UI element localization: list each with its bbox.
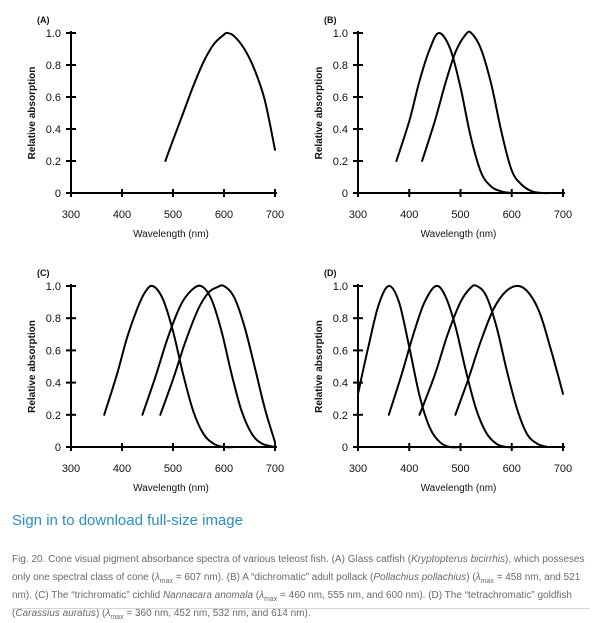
y-tick-label: 0.4: [333, 124, 348, 136]
x-tick-label: 500: [451, 209, 469, 221]
y-tick-label: 0: [55, 188, 61, 200]
figure-caption: Fig. 20. Cone visual pigment absorbance …: [12, 554, 585, 621]
y-tick-label: 0.8: [333, 313, 348, 325]
spectrum-curve-521: [421, 30, 554, 195]
y-tick-label: 0.6: [333, 92, 348, 104]
y-tick-label: 0.2: [46, 410, 61, 422]
x-tick-label: 600: [215, 463, 233, 475]
x-tick-label: 600: [215, 209, 233, 221]
y-tick-label: 1.0: [333, 281, 348, 293]
x-tick-label: 400: [400, 463, 418, 475]
y-tick-label: 0: [342, 442, 348, 454]
x-tick-label: 600: [503, 209, 521, 221]
spectrum-curve-614: [454, 284, 564, 416]
y-axis-title: Relative absorption: [314, 320, 325, 413]
x-tick-label: 300: [62, 209, 80, 221]
y-tick-label: 0.4: [46, 378, 61, 390]
x-axis-title: Wavelength (nm): [133, 229, 209, 240]
x-tick-label: 700: [266, 463, 284, 475]
x-tick-label: 400: [113, 463, 131, 475]
x-tick-label: 500: [164, 209, 182, 221]
x-tick-label: 600: [503, 463, 521, 475]
y-tick-label: 0.2: [46, 156, 61, 168]
y-tick-label: 0: [342, 188, 348, 200]
x-tick-label: 500: [164, 463, 182, 475]
divider: [12, 608, 590, 609]
x-axis-title: Wavelength (nm): [421, 229, 497, 240]
x-tick-label: 700: [554, 463, 572, 475]
panel-label: (D): [324, 268, 337, 278]
panel-b: (B) 300 400 500 600 700 0 0.2 0.4 0.6 0.8 1.0 Wavele…: [314, 15, 572, 240]
y-tick-label: 0.8: [333, 60, 348, 72]
y-tick-label: 0: [55, 442, 61, 454]
x-tick-label: 500: [451, 463, 469, 475]
y-tick-label: 1.0: [333, 28, 348, 40]
y-axis-title: Relative absorption: [314, 67, 325, 160]
panel-label: (C): [37, 268, 50, 278]
caption-prefix: Fig. 20.: [12, 554, 46, 565]
species-name: Carassius auratus: [15, 608, 96, 619]
y-tick-label: 0.4: [333, 378, 348, 390]
spectrum-curve-460: [103, 284, 236, 449]
panel-label: (B): [324, 15, 337, 25]
panel-d: (D) 300 400 500 600 700 0 0.2 0.4 0.6 0.8 1.0 Wavele…: [314, 268, 572, 494]
y-tick-label: 0.6: [46, 345, 61, 357]
y-axis-title: Relative absorption: [27, 320, 38, 413]
spectrum-curve-600: [159, 284, 276, 444]
spectrum-curve-607: [164, 31, 276, 162]
y-tick-label: 0.8: [46, 313, 61, 325]
species-name: Nannacara anomala: [162, 590, 254, 601]
download-full-size-link[interactable]: Sign in to download full-size image: [12, 512, 243, 529]
x-tick-label: 400: [113, 209, 131, 221]
spectrum-curve-360: [357, 285, 462, 449]
figure-panels: (A) 300 400 500 600 700 0 0.2 0.4 0.6 0.8 1.0 Wavele…: [27, 15, 572, 494]
panel-a: (A) 300 400 500 600 700 0 0.2 0.4 0.6 0.8 1.0 Wavele…: [27, 15, 284, 240]
x-tick-label: 300: [62, 463, 80, 475]
x-axis-title: Wavelength (nm): [421, 483, 497, 494]
species-name: Kryptopterus bicirrhis: [411, 554, 506, 565]
y-tick-label: 0.8: [46, 60, 61, 72]
y-tick-label: 0.4: [46, 124, 61, 136]
x-tick-label: 300: [349, 463, 367, 475]
y-tick-label: 1.0: [46, 28, 61, 40]
x-axis-title: Wavelength (nm): [133, 483, 209, 494]
x-tick-label: 400: [400, 209, 418, 221]
panel-label: (A): [37, 15, 50, 25]
spectrum-curve-458: [395, 32, 513, 194]
panel-c: (C) 300 400 500 600 700 0 0.2 0.4 0.6 0.8 1.0 Wavele…: [27, 268, 284, 494]
spectrum-curve-532: [418, 284, 549, 448]
y-tick-label: 0.2: [333, 410, 348, 422]
x-tick-label: 300: [349, 209, 367, 221]
x-tick-label: 700: [266, 209, 284, 221]
y-tick-label: 0.6: [46, 92, 61, 104]
spectrum-curve-452: [387, 284, 518, 449]
y-tick-label: 1.0: [46, 281, 61, 293]
x-tick-label: 700: [554, 209, 572, 221]
species-name: Pollachius pollachius: [373, 572, 467, 583]
y-tick-label: 0.6: [333, 345, 348, 357]
spectrum-curve-555: [141, 284, 276, 448]
y-axis-title: Relative absorption: [27, 67, 38, 160]
y-tick-label: 0.2: [333, 156, 348, 168]
